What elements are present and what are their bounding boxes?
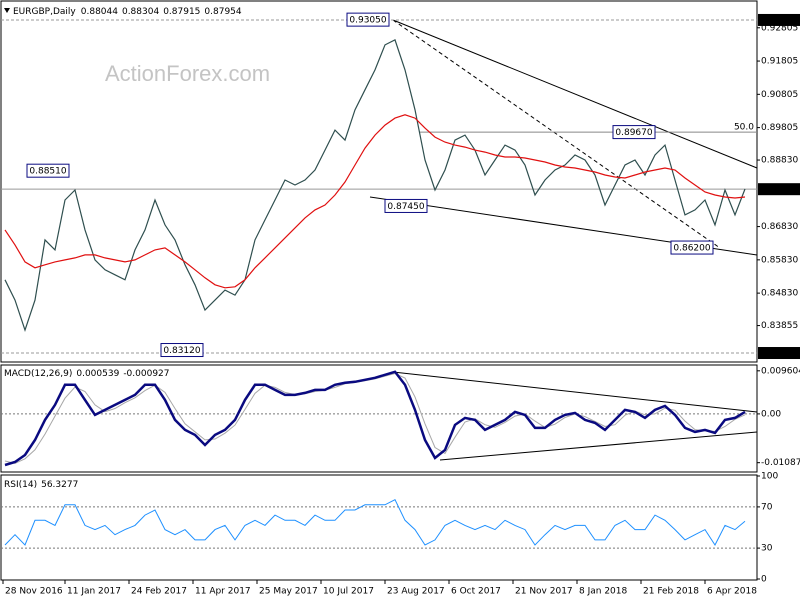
x-tick-label: 21 Feb 2018	[643, 587, 699, 597]
quote: 0.87915	[163, 7, 200, 17]
y-tick-label: -0.010873	[761, 458, 800, 468]
price-label-box	[758, 183, 800, 196]
quote: -0.000927	[123, 369, 169, 379]
y-tick-label: 30	[761, 544, 773, 554]
x-tick-label: 28 Nov 2016	[5, 587, 63, 597]
x-tick-label: 24 Feb 2017	[131, 587, 187, 597]
annotation-box	[612, 125, 656, 140]
series-line	[4, 39, 746, 332]
y-tick-label: 0.91805	[761, 57, 798, 67]
x-tick-label: 8 Jan 2018	[579, 587, 627, 597]
y-tick-label: 0.89805	[761, 123, 798, 133]
rsi-header: RSI(14) 56.3277	[4, 480, 78, 490]
price-label-box	[758, 347, 800, 360]
y-tick-label: 0.83855	[761, 321, 798, 331]
macd-header: MACD(12,26,9) 0.000539 -0.000927	[4, 369, 170, 379]
fib-label: 50.0	[734, 123, 754, 133]
x-tick-label: 11 Apr 2017	[195, 587, 251, 597]
y-tick-label: 0.88830	[761, 156, 798, 166]
price-header: EURGBP,Daily 0.88044 0.88304 0.87915 0.87954	[13, 7, 242, 17]
annotation-box	[160, 343, 204, 358]
annotation-label: 0.87450	[387, 202, 424, 212]
y-tick-label: 0.86830	[761, 222, 798, 232]
y-tick-label: 0	[761, 575, 767, 585]
y-tick-label: 70	[761, 502, 773, 512]
price-panel	[0, 0, 758, 363]
title: RSI(14)	[4, 480, 37, 490]
price-label-box	[758, 13, 800, 26]
x-tick-label: 6 Oct 2017	[451, 587, 501, 597]
x-tick-label: 25 May 2017	[259, 587, 318, 597]
quote: 0.000539	[76, 369, 119, 379]
watermark: ActionForex.com	[105, 61, 270, 86]
x-tick-label: 11 Jan 2017	[67, 587, 121, 597]
x-tick-label: 21 Nov 2017	[515, 587, 573, 597]
annotation-box	[26, 163, 70, 178]
quote: 0.88304	[122, 7, 159, 17]
annotation-label: 0.83120	[163, 346, 200, 356]
annotation-label: 0.88510	[29, 167, 66, 177]
y-tick-label: 0.84830	[761, 289, 798, 299]
annotation-label: 0.86200	[673, 244, 710, 254]
title: EURGBP,Daily	[13, 7, 76, 17]
dropdown-icon	[4, 8, 10, 13]
annotation-label: 0.93050	[349, 16, 386, 26]
annotation-box	[346, 12, 390, 27]
x-tick-label: 6 Apr 2018	[707, 587, 757, 597]
trend-line	[392, 19, 721, 249]
annotation-label: 0.89670	[615, 128, 652, 138]
y-tick-label: 0.85830	[761, 255, 798, 265]
annotation-box	[670, 240, 714, 255]
y-tick-label: 0.92805	[761, 23, 798, 33]
quote: 0.88044	[81, 7, 118, 17]
price-label: 0.93040	[761, 15, 798, 25]
trend-line	[392, 371, 758, 413]
x-tick-label: 23 Aug 2017	[387, 587, 445, 597]
trend-line	[392, 19, 758, 169]
series-line	[4, 370, 746, 467]
trend-line	[439, 431, 758, 461]
quote: 56.3277	[41, 480, 78, 490]
x-tick-label: 10 Jul 2017	[323, 587, 374, 597]
price-label: 0.87954	[761, 185, 798, 195]
y-tick-label: 0.009604	[761, 366, 800, 376]
y-tick-label: 0.00	[761, 409, 781, 419]
macd-panel	[0, 364, 758, 473]
title: MACD(12,26,9)	[4, 369, 72, 379]
price-label: 0.83030	[761, 349, 798, 359]
rsi-panel	[0, 474, 758, 581]
series-line	[4, 499, 746, 546]
annotation-box	[384, 198, 428, 213]
y-tick-label: 100	[761, 472, 778, 482]
y-tick-label: 0.90805	[761, 90, 798, 100]
series-line	[4, 114, 746, 289]
quote: 0.87954	[204, 7, 241, 17]
